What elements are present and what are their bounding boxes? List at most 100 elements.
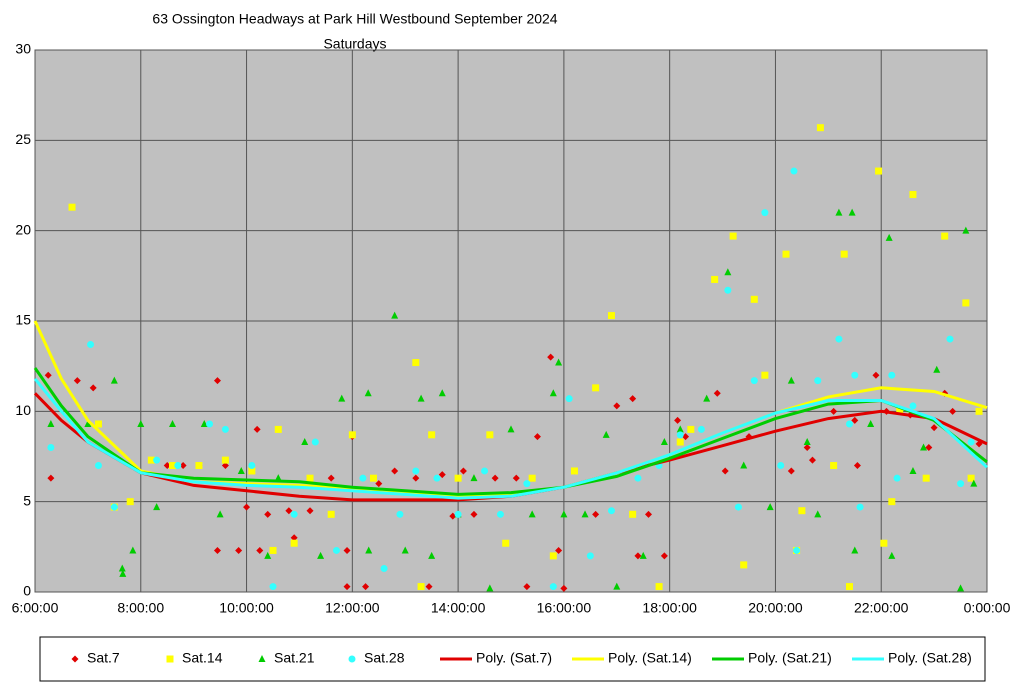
point xyxy=(830,462,838,470)
point xyxy=(425,583,433,591)
point xyxy=(470,474,478,482)
point xyxy=(206,420,214,428)
point xyxy=(153,456,161,464)
point xyxy=(845,583,853,591)
point xyxy=(888,498,896,506)
point xyxy=(909,191,917,199)
point xyxy=(787,376,795,384)
point xyxy=(412,467,420,475)
point xyxy=(528,510,536,518)
point xyxy=(94,420,102,428)
point xyxy=(613,582,621,590)
point xyxy=(486,584,494,592)
point xyxy=(221,425,229,433)
point xyxy=(835,208,843,216)
point xyxy=(909,402,917,410)
point xyxy=(957,480,965,488)
point xyxy=(290,510,298,518)
point xyxy=(126,498,134,506)
point xyxy=(761,371,769,379)
point xyxy=(528,474,536,482)
legend xyxy=(39,636,986,682)
point xyxy=(290,534,298,542)
point xyxy=(481,467,489,475)
point xyxy=(848,208,856,216)
point xyxy=(629,510,637,518)
point xyxy=(930,424,938,432)
point xyxy=(391,467,399,475)
legend-label: Poly. (Sat.21) xyxy=(748,650,832,666)
point xyxy=(761,209,769,217)
y-tick-label: 20 xyxy=(15,221,31,237)
point xyxy=(47,474,55,482)
point xyxy=(957,584,965,592)
point xyxy=(933,365,941,373)
point xyxy=(697,425,705,433)
point xyxy=(129,546,137,554)
point xyxy=(491,474,499,482)
point xyxy=(153,503,161,511)
point xyxy=(412,474,420,482)
point xyxy=(872,371,880,379)
point xyxy=(306,474,314,482)
point xyxy=(925,443,933,451)
x-tick-label: 22:00:00 xyxy=(854,600,909,616)
point xyxy=(338,394,346,402)
legend-label: Sat.14 xyxy=(182,650,223,666)
point xyxy=(119,569,127,577)
point xyxy=(790,167,798,175)
point xyxy=(687,425,695,433)
point xyxy=(523,583,531,591)
legend-label: Sat.21 xyxy=(274,650,315,666)
x-tick-label: 14:00:00 xyxy=(431,600,486,616)
legend-swatch xyxy=(166,655,174,663)
x-tick-label: 10:00:00 xyxy=(219,600,274,616)
point xyxy=(84,419,92,427)
point xyxy=(703,394,711,402)
point xyxy=(454,510,462,518)
point xyxy=(602,430,610,438)
y-tick-label: 30 xyxy=(15,41,31,57)
point xyxy=(332,546,340,554)
point xyxy=(428,551,436,559)
point xyxy=(433,474,441,482)
point xyxy=(87,340,95,348)
point xyxy=(565,395,573,403)
point xyxy=(327,510,335,518)
point xyxy=(264,510,272,518)
point xyxy=(375,480,383,488)
point xyxy=(570,467,578,475)
point xyxy=(607,507,615,515)
point xyxy=(660,438,668,446)
point xyxy=(787,467,795,475)
y-tick-label: 0 xyxy=(23,583,31,599)
point xyxy=(676,438,684,446)
point xyxy=(417,394,425,402)
point xyxy=(47,443,55,451)
point xyxy=(560,510,568,518)
point xyxy=(724,268,732,276)
point xyxy=(729,232,737,240)
point xyxy=(169,419,177,427)
x-tick-label: 8:00:00 xyxy=(117,600,164,616)
point xyxy=(512,474,520,482)
point xyxy=(428,431,436,439)
point xyxy=(711,275,719,283)
point xyxy=(816,124,824,132)
point xyxy=(896,407,904,415)
point xyxy=(454,474,462,482)
point xyxy=(851,371,859,379)
point xyxy=(962,299,970,307)
point xyxy=(237,466,245,474)
point xyxy=(586,552,594,560)
point xyxy=(851,546,859,554)
point xyxy=(459,467,467,475)
point xyxy=(243,503,251,511)
point xyxy=(967,438,975,446)
point xyxy=(163,462,171,470)
legend-swatch xyxy=(258,655,266,662)
point xyxy=(946,335,954,343)
point xyxy=(856,503,864,511)
point xyxy=(362,583,370,591)
point xyxy=(285,507,293,515)
